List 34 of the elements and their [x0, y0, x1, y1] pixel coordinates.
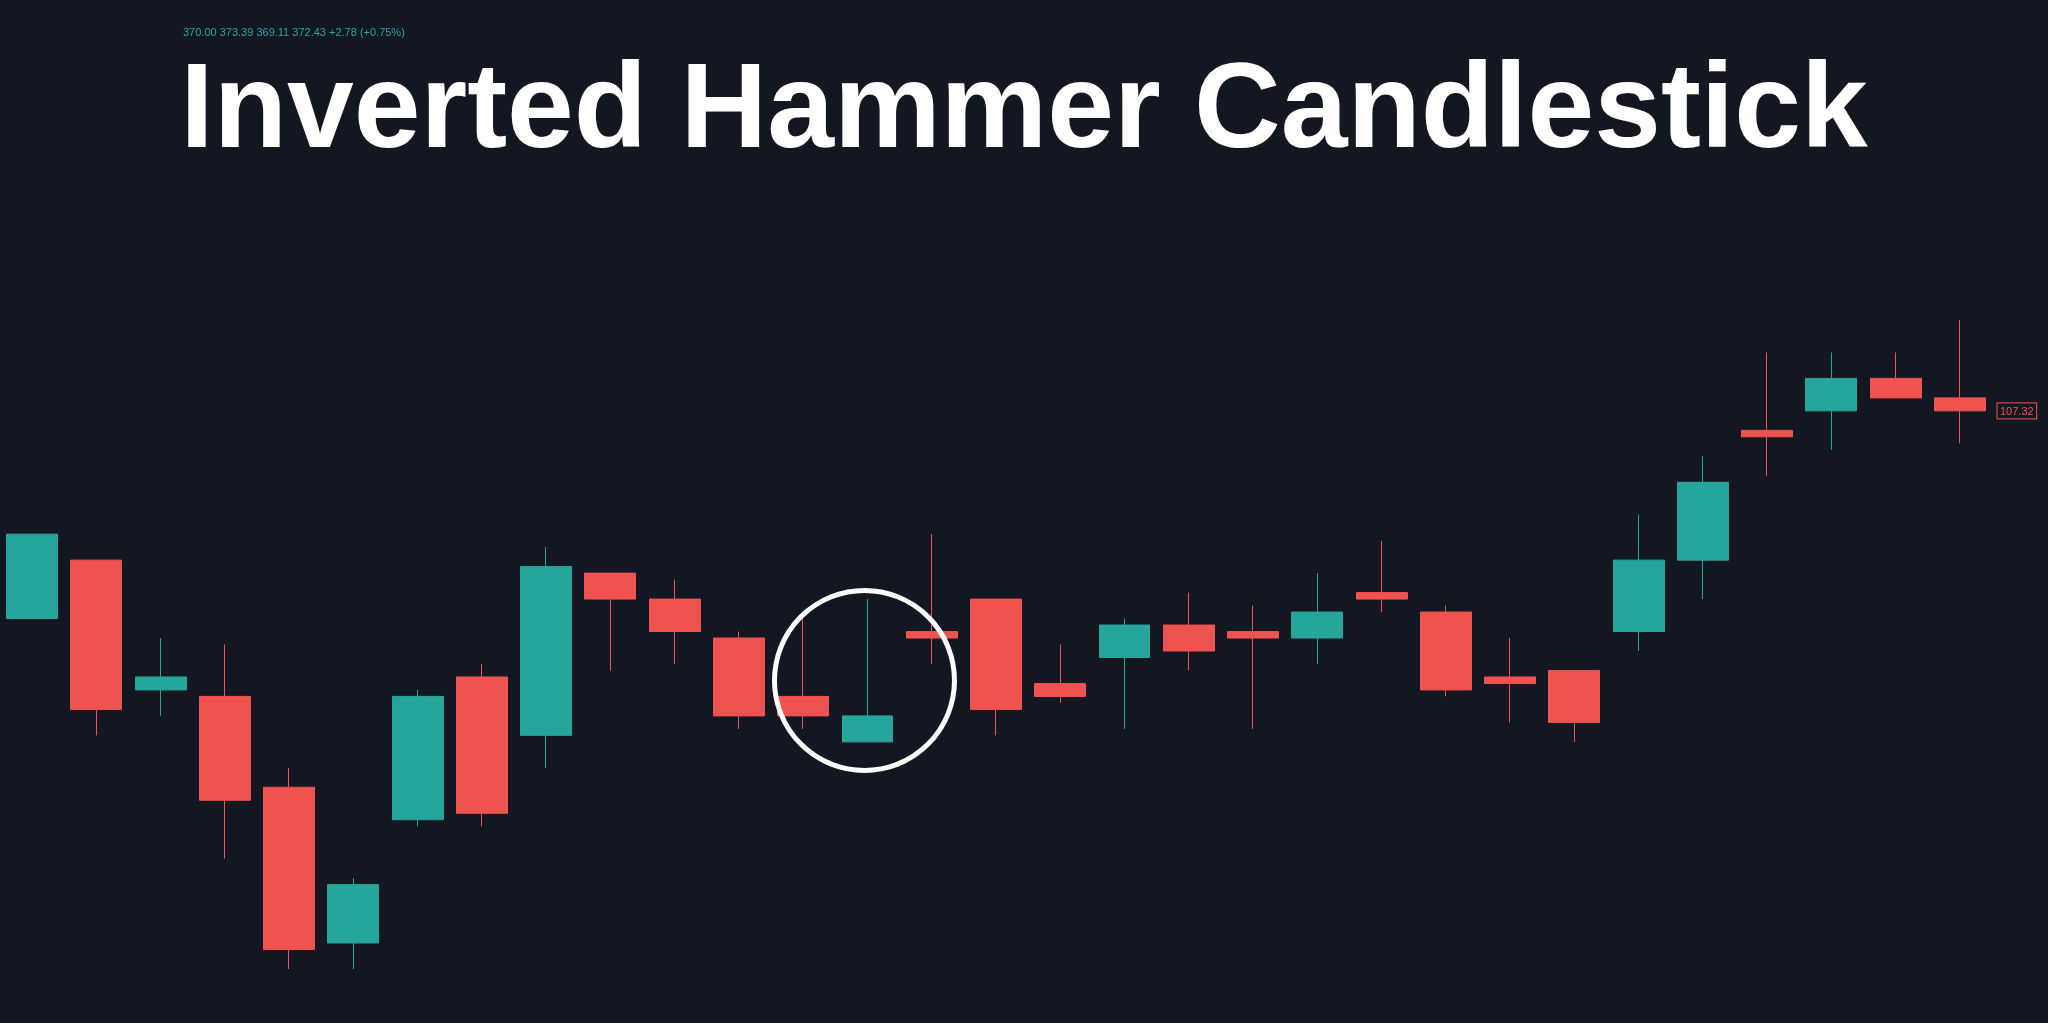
chart-title: Inverted Hammer Candlestick [180, 38, 1868, 172]
candlestick [777, 618, 829, 730]
candlestick [1741, 351, 1793, 477]
candlestick [1034, 644, 1086, 704]
candlestick [1805, 351, 1857, 451]
candlestick [392, 689, 444, 827]
candlestick [1484, 637, 1536, 723]
candlestick [199, 644, 251, 860]
candlestick [842, 598, 893, 743]
candlestick [520, 546, 572, 769]
candlestick [456, 663, 508, 827]
text: 107.32 [2000, 404, 2034, 417]
candlestick [713, 631, 765, 730]
candlestick [1227, 605, 1279, 730]
candlestick [1356, 540, 1408, 613]
candlestick [906, 533, 958, 665]
candlestick [1163, 592, 1215, 671]
candlestick [970, 598, 1022, 736]
candlestick [70, 559, 122, 736]
candlestick [327, 877, 379, 970]
text: 370.00 373.39 369.11 372.43 +2.78 (+0.75%) [183, 25, 405, 38]
candlestick [649, 579, 701, 665]
candlestick [1613, 514, 1665, 652]
candlestick [1870, 351, 1922, 399]
candlestick [6, 533, 58, 620]
candlestick [135, 637, 187, 717]
candlestick [1420, 605, 1472, 697]
candlestick [1934, 319, 1986, 444]
candlestick [1677, 455, 1729, 600]
candlestick [584, 572, 636, 671]
candlestick [1099, 618, 1150, 730]
candlestick [263, 767, 315, 970]
candlestick [1291, 572, 1343, 665]
candlestick [1548, 669, 1600, 743]
